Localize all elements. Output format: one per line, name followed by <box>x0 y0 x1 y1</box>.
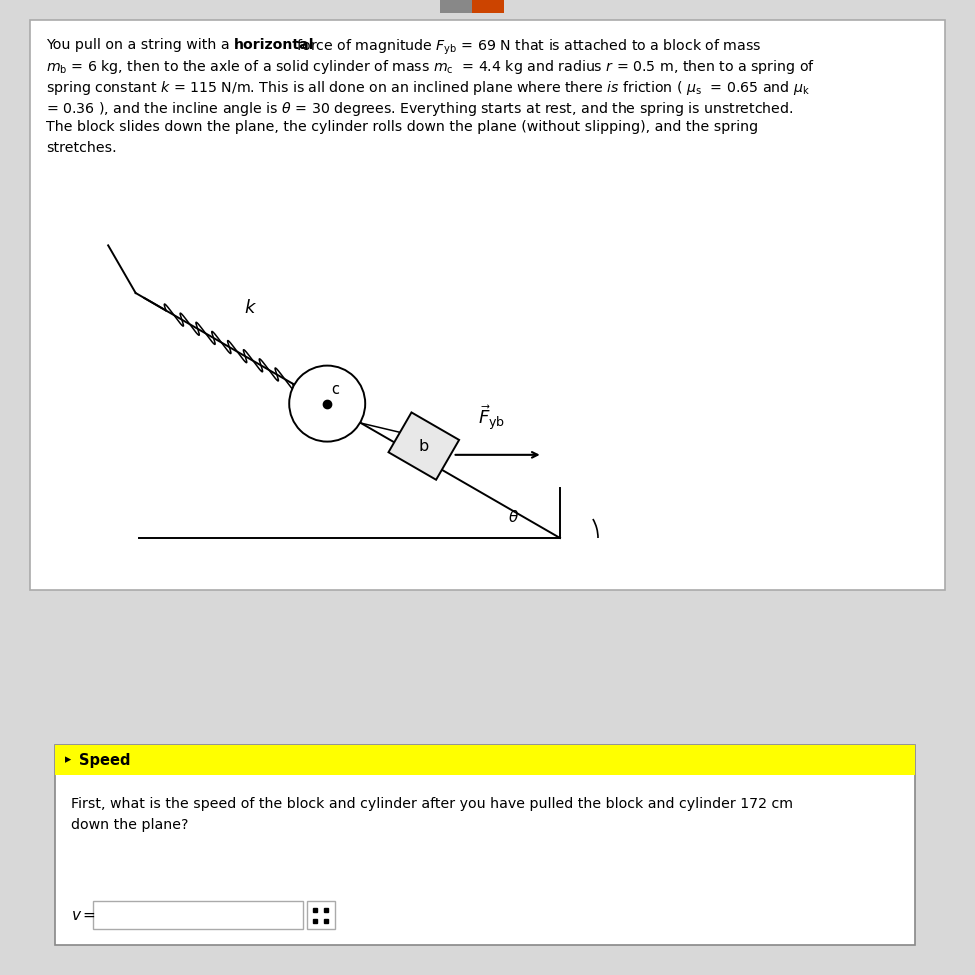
Text: stretches.: stretches. <box>46 140 117 154</box>
Bar <box>440 0 472 13</box>
Bar <box>55 745 915 775</box>
FancyBboxPatch shape <box>55 745 915 945</box>
Text: ▸: ▸ <box>65 754 71 766</box>
Text: $m_{\mathregular{b}}$ = 6 kg, then to the axle of a solid cylinder of mass $m_{\: $m_{\mathregular{b}}$ = 6 kg, then to th… <box>46 58 815 76</box>
Text: First, what is the speed of the block and cylinder after you have pulled the blo: First, what is the speed of the block an… <box>71 797 793 811</box>
Polygon shape <box>388 412 459 480</box>
Text: spring constant $k$ = 115 N/m. This is all done on an inclined plane where there: spring constant $k$ = 115 N/m. This is a… <box>46 79 810 97</box>
Circle shape <box>290 366 366 442</box>
Text: c: c <box>332 382 339 397</box>
FancyBboxPatch shape <box>307 901 335 929</box>
Text: b: b <box>418 439 429 453</box>
Bar <box>472 0 504 13</box>
Text: Speed: Speed <box>79 753 131 767</box>
FancyBboxPatch shape <box>30 20 945 590</box>
Text: down the plane?: down the plane? <box>71 818 188 832</box>
Text: $v=$: $v=$ <box>71 908 97 922</box>
Text: You pull on a string with a: You pull on a string with a <box>46 38 234 52</box>
Text: horizontal: horizontal <box>234 38 315 52</box>
Text: force of magnitude $F_{\mathregular{yb}}$ = 69 N that is attached to a block of : force of magnitude $F_{\mathregular{yb}}… <box>292 38 761 58</box>
FancyBboxPatch shape <box>93 901 303 929</box>
Text: $k$: $k$ <box>245 299 257 317</box>
Text: $\vec{F}_{\mathregular{yb}}$: $\vec{F}_{\mathregular{yb}}$ <box>478 404 505 433</box>
Text: The block slides down the plane, the cylinder rolls down the plane (without slip: The block slides down the plane, the cyl… <box>46 120 759 134</box>
Text: = 0.36 ), and the incline angle is $\theta$ = 30 degrees. Everything starts at r: = 0.36 ), and the incline angle is $\the… <box>46 99 794 118</box>
Text: $\theta$: $\theta$ <box>508 509 519 525</box>
